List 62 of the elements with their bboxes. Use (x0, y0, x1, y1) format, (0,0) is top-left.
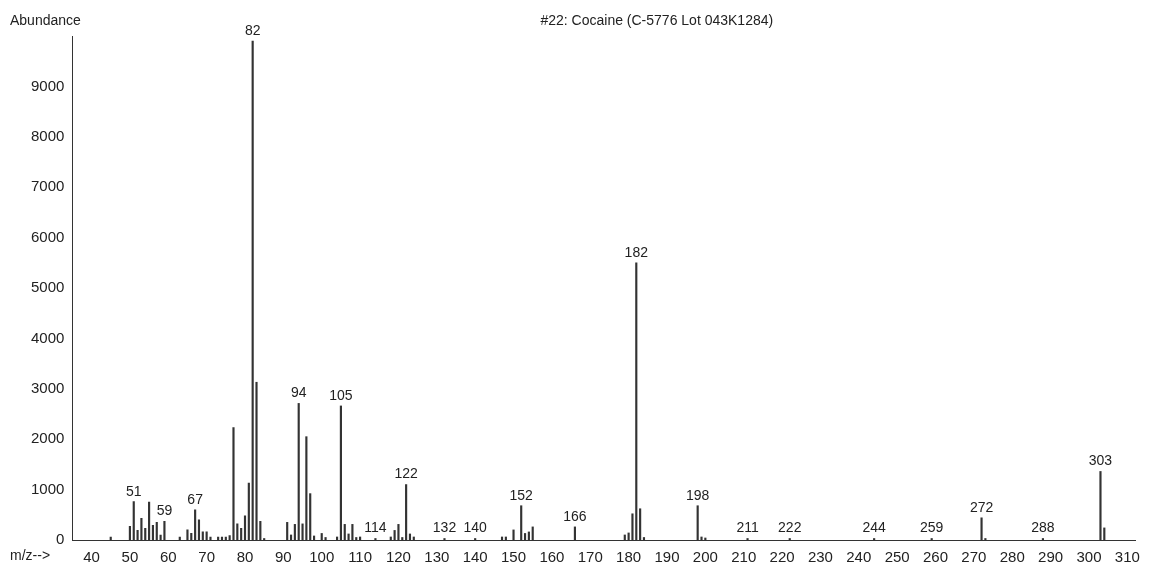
x-tick-label: 90 (275, 548, 292, 566)
y-tick-label: 3000 (30, 378, 65, 396)
x-tick-label: 220 (769, 548, 795, 566)
annotation: 244 (862, 519, 887, 536)
y-tick-label: 8000 (30, 126, 65, 144)
annotation: 140 (463, 519, 488, 536)
x-tick-label: 50 (121, 548, 139, 566)
y-tick-label: 9000 (30, 76, 65, 94)
annotation: 152 (509, 486, 534, 503)
annotation: 122 (394, 465, 419, 482)
y-tick-label: 7000 (30, 177, 65, 195)
annotation: 288 (1031, 519, 1055, 536)
x-tick-label: 170 (577, 548, 603, 566)
x-tick-label: 100 (309, 548, 335, 566)
x-tick-label: 130 (424, 548, 450, 566)
y-tick-label: 6000 (30, 227, 65, 245)
annotation: 59 (156, 502, 173, 519)
x-tick-label: 160 (539, 548, 565, 566)
y-tick-label: 5000 (30, 278, 65, 296)
x-tick-label: 200 (692, 548, 718, 566)
x-tick-label: 120 (385, 548, 411, 566)
annotation: 51 (125, 482, 142, 499)
y-tick-label: 1000 (30, 479, 65, 497)
x-tick-label: 280 (999, 548, 1025, 566)
annotation: 94 (290, 384, 307, 401)
x-tick-label: 70 (198, 548, 215, 566)
x-tick-label: 190 (654, 548, 680, 566)
annotation: 67 (187, 490, 204, 507)
x-tick-label: 180 (616, 548, 642, 566)
annotation: 259 (920, 519, 944, 536)
x-tick-label: 230 (807, 548, 833, 566)
annotation: 132 (432, 519, 457, 536)
x-tick-label: 300 (1076, 548, 1102, 566)
annotation: 105 (329, 386, 353, 403)
y-tick-label: 2000 (30, 429, 65, 447)
x-tick-label: 60 (159, 548, 177, 566)
x-tick-label: 110 (348, 548, 373, 566)
x-tick-label: 210 (731, 548, 757, 566)
annotation: 198 (685, 486, 710, 503)
annotation: 166 (563, 507, 587, 524)
annotation: 222 (778, 519, 802, 536)
annotation: 211 (736, 519, 759, 536)
y-axis-title: Abundance (10, 11, 82, 28)
x-tick-label: 310 (1114, 548, 1140, 566)
y-tick-label: 4000 (30, 328, 65, 346)
x-tick-label: 270 (961, 548, 987, 566)
x-tick-label: 290 (1038, 548, 1064, 566)
x-tick-label: 240 (846, 548, 872, 566)
x-axis-title: m/z--> (10, 546, 51, 563)
annotation: 303 (1088, 452, 1113, 469)
y-tick-label: 0 (56, 530, 65, 548)
x-tick-label: 140 (462, 548, 488, 566)
annotation: 272 (969, 498, 994, 515)
chart-title: #22: Cocaine (C-5776 Lot 043K1284) (540, 11, 774, 28)
x-tick-label: 40 (83, 548, 100, 566)
x-tick-label: 150 (501, 548, 527, 566)
x-tick-label: 250 (884, 548, 910, 566)
annotation: 82 (244, 21, 261, 38)
x-tick-label: 260 (923, 548, 949, 566)
x-tick-label: 80 (236, 548, 254, 566)
annotation: 114 (364, 519, 387, 536)
annotation: 182 (624, 243, 649, 260)
